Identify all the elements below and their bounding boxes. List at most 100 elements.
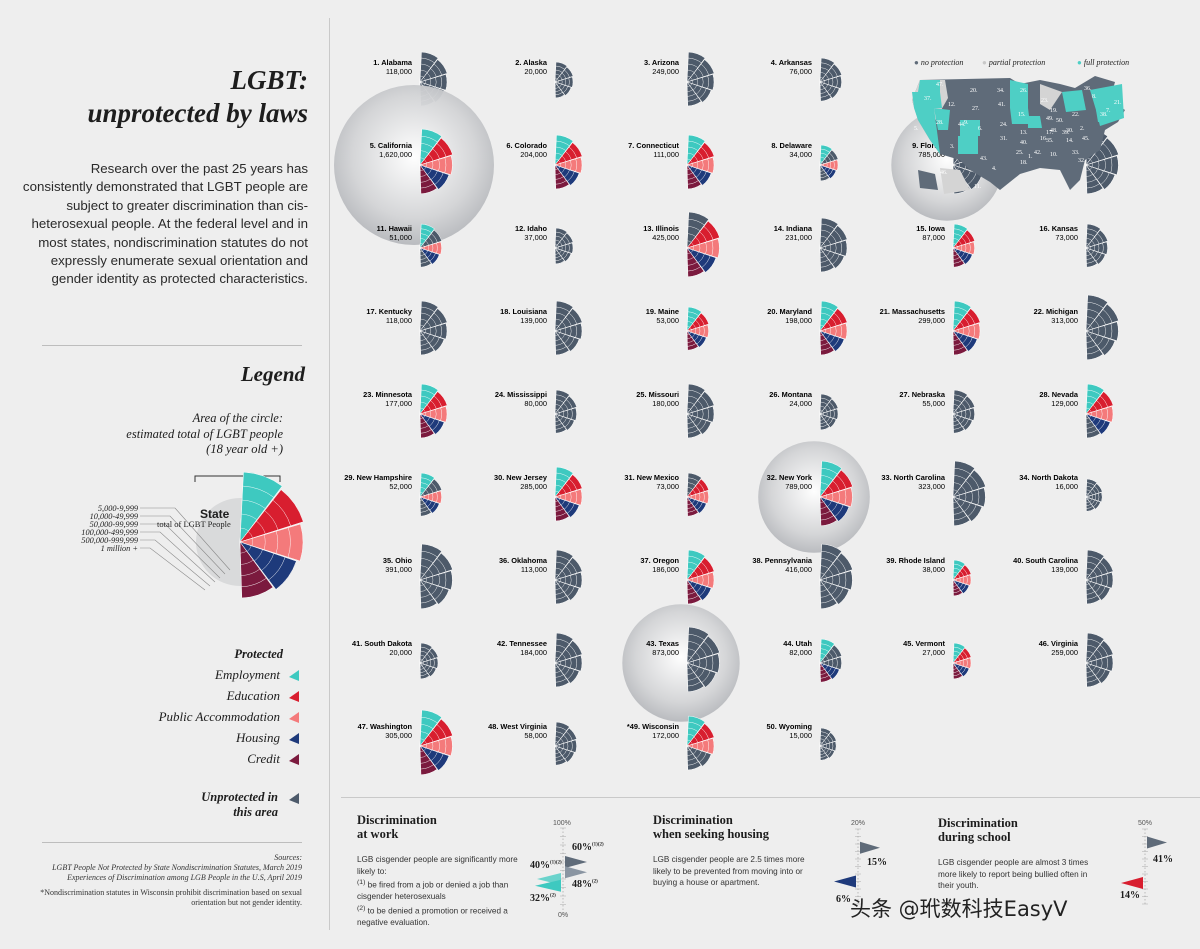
state-name: 24. Mississippi [495,390,547,399]
petal-credit [952,496,957,504]
petal-credit [686,247,691,255]
state-name: 26. Montana [769,390,813,399]
state-population: 391,000 [385,565,412,574]
state-population: 180,000 [652,399,679,408]
petal-credit [686,413,691,420]
map-state-number: 44. [958,122,966,128]
housing-axis-top: 20% [851,820,866,827]
petal-credit [952,662,956,667]
work-pct-32-sup: (2) [550,893,556,899]
state-population: 323,000 [918,482,945,491]
petal-credit [419,330,424,337]
legend-credit: Credit [247,751,280,766]
state-flower [419,300,448,356]
petal-employment [239,527,249,543]
state-flower [1085,632,1114,688]
work-bar-chart [535,827,587,914]
intro-text: Research over the past 25 years has cons… [22,161,308,287]
state-population: 118,000 [386,316,412,325]
petal-credit [819,496,824,504]
work-body-text: LGB cisgender people are significantly m… [357,855,518,876]
petal-credit [1085,247,1089,253]
state-flower [1085,294,1119,361]
population-bubble [334,85,494,245]
unprotected-swatch-icon [289,793,299,804]
school-pct-14: 14% [1120,890,1140,901]
map-legend-partial-label: partial protection [988,58,1046,67]
state-flower [686,306,710,351]
state-population: 37,000 [524,233,547,242]
area-note: Area of the circle: estimated total of L… [126,411,283,458]
state-name: 35. Ohio [383,556,413,565]
map-state-number: 42. [1034,150,1042,156]
state-name: 9. Florida [912,141,946,150]
state-name: 25. Missouri [636,390,679,399]
school-title-1: Discrimination [938,816,1018,830]
petal-education [239,531,253,543]
petal-credit [1085,164,1090,172]
state-flower [554,721,578,766]
state-population: 55,000 [922,399,945,408]
petal-credit [686,745,691,752]
state-flower [686,715,715,771]
petal-credit [1085,496,1089,501]
state-flower [419,223,443,268]
state-flower [952,389,976,434]
map-state-number: 49. [1046,116,1054,122]
map-state-number: 20. [970,88,978,94]
housing-bar-chart [834,828,880,905]
state-flower [1085,478,1103,512]
state-population: 118,000 [386,67,412,76]
petal-credit [819,164,823,169]
state-population: 285,000 [520,482,547,491]
state-name: 33. North Carolina [881,473,946,482]
state-flower [554,134,583,190]
map-state-number: 3. [950,144,955,150]
work-title-2: at work [357,827,399,841]
map-state-number: 34. [997,88,1005,94]
work-marker-lgb-60 [565,856,587,868]
legend-diagram [140,471,304,599]
state-population: 172,000 [652,731,679,740]
petal-credit [819,745,823,750]
map-state-number: 50. [1056,118,1064,124]
state-name: 13. Illinois [643,224,679,233]
state-population: 1,620,000 [379,150,412,159]
state-name: 36. Oklahoma [499,556,548,565]
state-name: *49. Wisconsin [627,722,680,731]
work-title: Discrimination at work [357,813,437,841]
state-flower [686,211,720,278]
petal-credit [554,496,559,503]
state-population: 53,000 [656,316,679,325]
state-name: 27. Nebraska [899,390,945,399]
work-item-2-text: to be denied a promotion or received a n… [357,906,508,927]
state-population: 24,000 [789,399,812,408]
work-pct-60-sup: (1)(2) [592,842,604,848]
work-pct-40: 40%(1)(2) [530,860,562,871]
housing-title-1: Discrimination [653,813,733,827]
state-flower [952,642,972,680]
state-flower [819,727,837,761]
petal-credit [819,579,824,587]
housing-body: LGB cisgender people are 2.5 times more … [653,855,805,887]
state-population: 198,000 [785,316,812,325]
map-state-number: 21. [1114,100,1122,106]
map-state-number: 48. [1050,128,1058,134]
state-population: 139,000 [1051,565,1078,574]
map-state-number: 28. [936,120,944,126]
state-flower [819,638,843,683]
state-name: 11. Hawaii [377,224,412,233]
state-flower [419,128,453,195]
state-name: 47. Washington [358,722,413,731]
petal-credit [554,247,558,252]
state-population: 87,000 [922,233,945,242]
map-state-number: 10. [1050,152,1058,158]
work-pct-32-label: 32% [530,893,550,904]
